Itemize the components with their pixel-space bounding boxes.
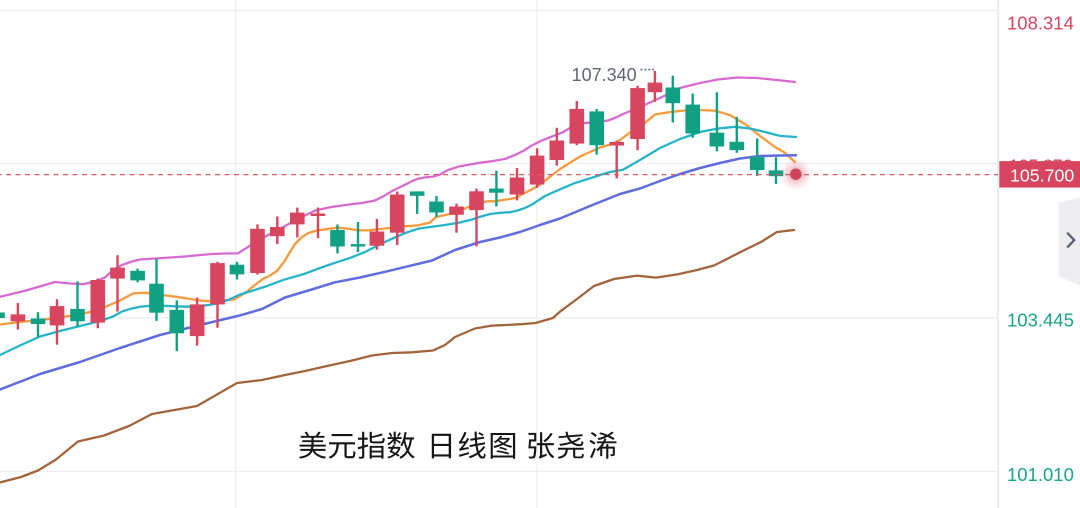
svg-text:107.340: 107.340 bbox=[572, 65, 637, 85]
svg-text:103.445: 103.445 bbox=[1007, 310, 1074, 331]
svg-text:105.700: 105.700 bbox=[1010, 165, 1074, 185]
svg-text:101.010: 101.010 bbox=[1007, 464, 1074, 485]
svg-text:108.314: 108.314 bbox=[1007, 13, 1074, 34]
